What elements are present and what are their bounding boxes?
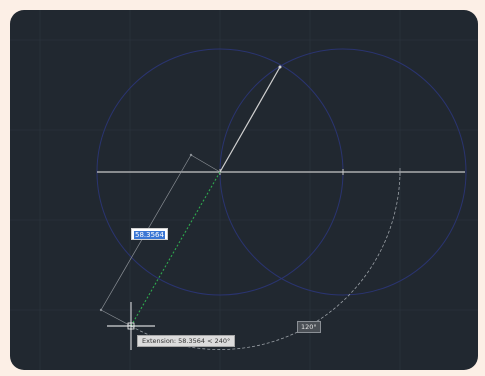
dimension-extension bbox=[100, 309, 132, 327]
dimension-arrow bbox=[99, 308, 103, 312]
drawing-viewport[interactable]: 58.3564 120° Extension: 58.3564 < 240° bbox=[10, 10, 478, 370]
grid bbox=[10, 10, 478, 370]
extension-tooltip: Extension: 58.3564 < 240° bbox=[137, 335, 236, 347]
crosshair-icon bbox=[107, 302, 155, 350]
dimension-arrow bbox=[189, 153, 193, 157]
endpoint-marker bbox=[278, 65, 282, 69]
drawing-canvas[interactable] bbox=[10, 10, 478, 370]
angle-label: 120° bbox=[297, 321, 321, 333]
angle-arc bbox=[130, 171, 401, 350]
dynamic-input-value: 58.3564 bbox=[134, 231, 165, 239]
dimension-extension bbox=[190, 154, 221, 173]
extension-tracking-line bbox=[130, 171, 221, 327]
dynamic-input-field[interactable]: 58.3564 bbox=[131, 228, 168, 240]
diagonal-line[interactable] bbox=[219, 66, 281, 173]
